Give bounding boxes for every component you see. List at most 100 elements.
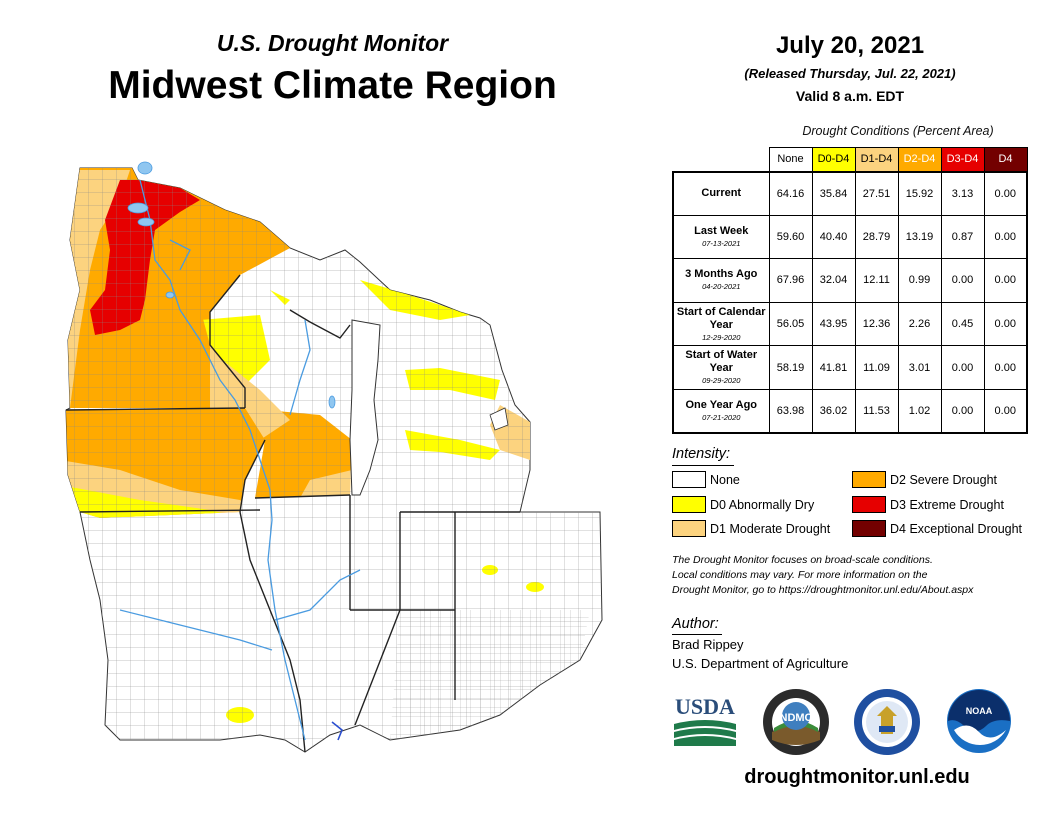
table-cell: 56.05	[768, 301, 813, 347]
table-cell: 11.53	[854, 388, 899, 435]
table-cell: 2.26	[897, 301, 942, 347]
col-header: D3-D4	[940, 147, 985, 172]
table-cell: 0.00	[983, 345, 1028, 390]
table-cell: 15.92	[897, 170, 942, 216]
ndmc-logo: NDMC	[763, 689, 829, 755]
legend-item-d0: D0 Abnormally Dry	[672, 496, 814, 513]
table-row: Last Week 07-13-2021 59.60 40.40 28.79 13.19 0…	[672, 214, 1028, 260]
author-underline	[672, 634, 722, 635]
table-cell: 35.84	[811, 170, 856, 216]
legend-item-none: None	[672, 471, 740, 488]
legend-label: D1 Moderate Drought	[710, 521, 831, 536]
author-name: Brad Rippey	[672, 637, 744, 652]
row-label: Last Week 07-13-2021	[672, 214, 770, 260]
drought-conditions-table: None D0-D4 D1-D4 D2-D4 D3-D4 D4 Current 6…	[672, 147, 1028, 435]
row-label-date: 12-29-2020	[702, 332, 741, 342]
col-header: D2-D4	[897, 147, 942, 172]
noaa-logo-text: NOAA	[966, 706, 993, 716]
note-line: Local conditions may vary. For more info…	[672, 569, 928, 581]
row-label-text: Start of Water Year	[685, 349, 758, 375]
author-organization: U.S. Department of Agriculture	[672, 656, 849, 671]
row-label-text: Last Week	[694, 224, 749, 237]
legend-swatch	[852, 496, 886, 513]
table-cell: 27.51	[854, 170, 899, 216]
table-cell: 13.19	[897, 214, 942, 260]
author-heading: Author:	[672, 616, 719, 632]
table-corner	[673, 148, 769, 172]
table-cell: 0.87	[940, 214, 985, 260]
row-label-text: One Year Ago	[685, 399, 758, 412]
table-cell: 0.00	[983, 301, 1028, 347]
table-cell: 59.60	[768, 214, 813, 260]
table-cell: 28.79	[854, 214, 899, 260]
map-title: Midwest Climate Region	[108, 64, 557, 107]
row-label-date: 07-21-2020	[702, 413, 741, 423]
legend-item-d2: D2 Severe Drought	[852, 471, 997, 488]
table-cell: 3.01	[897, 345, 942, 390]
table-row: Current 64.16 35.84 27.51 15.92 3.13 0.00	[672, 170, 1028, 216]
row-label: One Year Ago 07-21-2020	[672, 388, 770, 435]
row-label-date: 09-29-2020	[702, 376, 741, 386]
website-url[interactable]: droughtmonitor.unl.edu	[744, 766, 970, 788]
map-subtitle: U.S. Drought Monitor	[216, 30, 449, 56]
table-cell: 43.95	[811, 301, 856, 347]
legend-label: D2 Severe Drought	[890, 472, 998, 487]
legend-item-d3: D3 Extreme Drought	[852, 496, 1004, 513]
row-label-text: Current	[701, 187, 742, 200]
legend-swatch	[672, 471, 706, 488]
ndmc-logo-text: NDMC	[780, 712, 813, 724]
table-cell: 11.09	[854, 345, 899, 390]
table-cell: 41.81	[811, 345, 856, 390]
col-header: D4	[983, 147, 1028, 172]
table-cell: 58.19	[768, 345, 813, 390]
col-header: D0-D4	[811, 147, 856, 172]
table-cell: 32.04	[811, 258, 856, 303]
table-cell: 0.00	[983, 170, 1028, 216]
table-row: Start of Water Year 09-29-2020 58.19 41.81 1…	[672, 345, 1028, 390]
legend-title-underline	[672, 465, 734, 466]
valid-time: Valid 8 a.m. EDT	[795, 88, 905, 104]
row-label-date: 04-20-2021	[702, 282, 741, 292]
table-cell: 0.00	[940, 345, 985, 390]
table-cell: 0.99	[897, 258, 942, 303]
legend-title: Intensity:	[672, 446, 731, 462]
legend-item-d4: D4 Exceptional Drought	[852, 520, 1022, 537]
table-row: 3 Months Ago 04-20-2021 67.96 32.04 12.11 0.9…	[672, 258, 1028, 303]
table-cell: 0.00	[940, 258, 985, 303]
table-cell: 1.02	[897, 388, 942, 435]
row-label: Start of Calendar Year 12-29-2020	[672, 301, 770, 347]
legend-swatch	[852, 471, 886, 488]
row-label-date: 07-13-2021	[702, 238, 741, 248]
noaa-logo: NOAA	[947, 689, 1011, 753]
legend-label: D4 Exceptional Drought	[890, 521, 1023, 536]
map-date: July 20, 2021	[775, 32, 925, 59]
release-date: (Released Thursday, Jul. 22, 2021)	[744, 66, 956, 81]
table-cell: 67.96	[768, 258, 813, 303]
table-cell: 64.16	[768, 170, 813, 216]
row-label-text: 3 Months Ago	[685, 268, 758, 281]
drought-map	[65, 161, 603, 753]
note-line: The Drought Monitor focuses on broad-sca…	[672, 554, 933, 566]
table-cell: 0.00	[983, 214, 1028, 260]
legend-swatch	[672, 496, 706, 513]
note-line: Drought Monitor, go to https://droughtmo…	[672, 584, 974, 596]
table-cell: 40.40	[811, 214, 856, 260]
row-label: Start of Water Year 09-29-2020	[672, 345, 770, 390]
table-cell: 12.11	[854, 258, 899, 303]
legend-swatch	[852, 520, 886, 537]
table-cell: 12.36	[854, 301, 899, 347]
row-label-text: Start of Calendar Year	[676, 305, 766, 331]
table-cell: 0.00	[983, 258, 1028, 303]
legend-label: D0 Abnormally Dry	[710, 497, 815, 512]
table-cell: 0.45	[940, 301, 985, 347]
table-row: One Year Ago 07-21-2020 63.98 36.02 11.53 1.0…	[672, 388, 1028, 435]
table-row: Start of Calendar Year 12-29-2020 56.05 43.…	[672, 301, 1028, 347]
table-cell: 36.02	[811, 388, 856, 435]
drought-monitor-note: The Drought Monitor focuses on broad-sca…	[672, 553, 1042, 598]
table-cell: 0.00	[940, 388, 985, 435]
col-header: None	[768, 147, 813, 172]
legend-label: None	[710, 472, 740, 487]
row-label: Current	[672, 170, 770, 216]
legend-item-d1: D1 Moderate Drought	[672, 520, 830, 537]
row-label: 3 Months Ago 04-20-2021	[672, 258, 770, 303]
